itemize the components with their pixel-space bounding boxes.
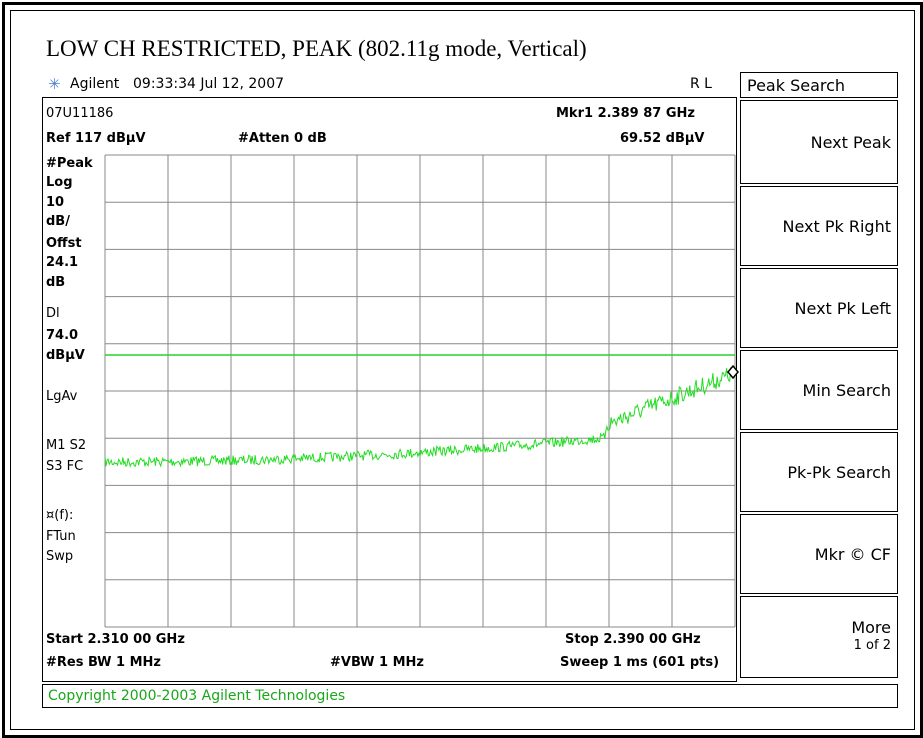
side-label: Log bbox=[46, 175, 73, 190]
status: R L bbox=[690, 76, 712, 92]
softkey[interactable]: Next Peak bbox=[740, 100, 898, 184]
brand: Agilent bbox=[70, 76, 120, 92]
softkey[interactable]: More 1 of 2 bbox=[740, 596, 898, 678]
title: LOW CH RESTRICTED, PEAK (802.11g mode, V… bbox=[46, 36, 587, 61]
trace bbox=[104, 367, 734, 468]
start: Start 2.310 00 GHz bbox=[46, 632, 185, 647]
softkey-label: Mkr © CF bbox=[814, 545, 891, 564]
atten: #Atten 0 dB bbox=[238, 131, 327, 146]
softkey-label: Next Pk Left bbox=[794, 299, 891, 318]
side-label: Offst bbox=[46, 236, 82, 251]
softkey[interactable]: Next Pk Right bbox=[740, 186, 898, 266]
logo-icon: ✳ bbox=[48, 75, 61, 93]
side-label: M1 S2 bbox=[46, 438, 87, 453]
side-label: FTun bbox=[46, 529, 76, 544]
softkey[interactable]: Pk-Pk Search bbox=[740, 432, 898, 512]
file: 07U11186 bbox=[46, 106, 114, 121]
side-label: dB/ bbox=[46, 214, 70, 229]
side-label: 10 bbox=[46, 195, 65, 210]
inner-frame bbox=[10, 10, 915, 730]
side-label: Swp bbox=[46, 549, 74, 564]
softkey-label: Next Pk Right bbox=[782, 217, 892, 236]
softkey-label: Pk-Pk Search bbox=[787, 463, 891, 482]
time: 09:33:34 Jul 12, 2007 bbox=[133, 76, 285, 92]
rbw: #Res BW 1 MHz bbox=[46, 655, 162, 670]
softkey[interactable]: Next Pk Left bbox=[740, 268, 898, 348]
vbw: #VBW 1 MHz bbox=[330, 655, 424, 670]
screen bbox=[42, 97, 737, 682]
status-bar bbox=[42, 684, 898, 708]
stop: Stop 2.390 00 GHz bbox=[565, 632, 701, 647]
menu-title-text: Peak Search bbox=[747, 76, 846, 95]
side-label: #Peak bbox=[46, 156, 93, 171]
side-label: dB bbox=[46, 275, 66, 290]
side-label: ¤(f): bbox=[46, 508, 74, 523]
side-label: 24.1 bbox=[46, 255, 79, 270]
side-label: 74.0 bbox=[46, 328, 79, 343]
softkey[interactable]: Mkr © CF bbox=[740, 514, 898, 594]
softkey-label: More bbox=[851, 618, 891, 637]
side-label: LgAv bbox=[46, 389, 78, 404]
softkey-label: Next Peak bbox=[810, 133, 891, 152]
marker: Mkr1 2.389 87 GHz bbox=[556, 106, 695, 121]
menu-title: Peak Search bbox=[740, 72, 898, 98]
side-label: Dl bbox=[46, 306, 60, 321]
ref: Ref 117 dBµV bbox=[46, 131, 146, 146]
softkey[interactable]: Min Search bbox=[740, 350, 898, 430]
side-label: S3 FC bbox=[46, 459, 84, 474]
softkey-sub: 1 of 2 bbox=[853, 638, 891, 653]
sweep: Sweep 1 ms (601 pts) bbox=[560, 655, 720, 670]
copyright: Copyright 2000-2003 Agilent Technologies bbox=[48, 688, 346, 704]
side-label: dBµV bbox=[46, 348, 85, 363]
marker-symbol bbox=[727, 364, 739, 380]
softkey-label: Min Search bbox=[802, 381, 891, 400]
marker-level: 69.52 dBµV bbox=[620, 131, 705, 146]
